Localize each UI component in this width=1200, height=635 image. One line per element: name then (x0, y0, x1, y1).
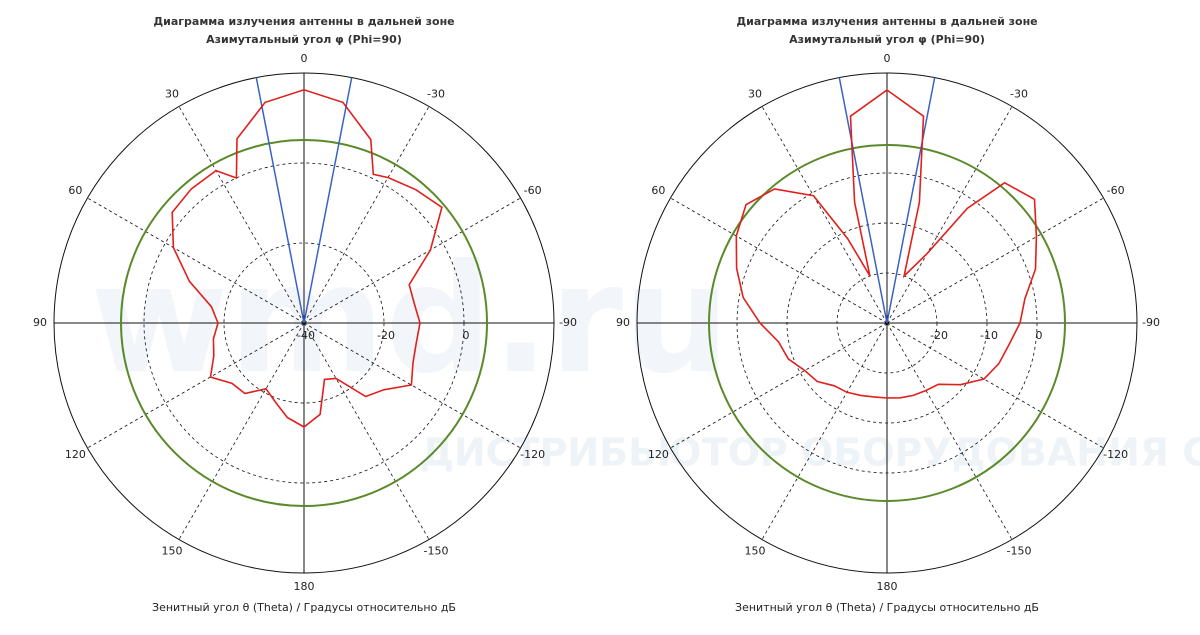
reference-circle (708, 144, 1066, 502)
beam-line (886, 77, 936, 324)
reference-circle (120, 139, 488, 507)
angle-tick-label: -90 (559, 316, 577, 329)
pattern-line (735, 89, 1038, 399)
angle-tick-label: -60 (524, 184, 542, 197)
angle-tick-label: 150 (745, 545, 766, 558)
angle-tick-label: 120 (648, 448, 669, 461)
angle-tick-label: -120 (1103, 448, 1128, 461)
watermark-logo: wmd.ru (90, 233, 730, 407)
radial-grid-circle (836, 272, 938, 374)
angle-tick-label: 90 (33, 316, 47, 329)
angle-tick-label: 120 (65, 448, 86, 461)
angle-tick-label: 60 (651, 184, 665, 197)
angle-grid-line (761, 106, 888, 324)
x-axis-label: Зенитный угол θ (Theta) / Градусы относи… (735, 601, 1039, 614)
radial-tick-label: 0 (1036, 329, 1043, 342)
angle-tick-label: -150 (1007, 545, 1032, 558)
angle-tick-label: -120 (520, 448, 545, 461)
angle-tick-label: 180 (877, 580, 898, 593)
angle-tick-label: -60 (1107, 184, 1125, 197)
chart-subtitle: Азимутальный угол φ (Phi=90) (789, 33, 985, 46)
radial-tick-label: -40 (297, 329, 315, 342)
beam-line (255, 77, 305, 324)
radial-tick-label: -10 (980, 329, 998, 342)
radial-grid-circle (736, 172, 1038, 474)
watermark-tagline: ДИСТРИБЬЮТОР ОБОРУДОВАНИЯ СВЯЗИ (420, 431, 1200, 475)
chart-subtitle: Азимутальный угол φ (Phi=90) (206, 33, 402, 46)
angle-tick-label: 150 (162, 545, 183, 558)
angle-grid-line (886, 106, 1013, 324)
radial-tick-label: 0 (463, 329, 470, 342)
angle-tick-label: 180 (294, 580, 315, 593)
x-axis-label: Зенитный угол θ (Theta) / Градусы относи… (152, 601, 456, 614)
angle-tick-label: 60 (68, 184, 82, 197)
beam-line (838, 77, 888, 324)
angle-tick-label: -150 (424, 545, 449, 558)
radial-tick-label: -20 (930, 329, 948, 342)
angle-tick-label: 90 (616, 316, 630, 329)
radial-grid-circle (143, 162, 465, 484)
radial-grid-circle (223, 242, 385, 404)
angle-tick-label: 0 (884, 52, 891, 65)
angle-tick-label: -90 (1142, 316, 1160, 329)
angle-tick-label: 30 (165, 87, 179, 100)
radial-grid-circle (786, 222, 988, 424)
radial-tick-label: -20 (377, 329, 395, 342)
angle-tick-label: 0 (301, 52, 308, 65)
beam-line (303, 77, 353, 324)
chart-title: Диаграмма излучения антенны в дальней зо… (153, 15, 454, 28)
angle-tick-label: -30 (427, 87, 445, 100)
angle-tick-label: 30 (748, 87, 762, 100)
angle-tick-label: -30 (1010, 87, 1028, 100)
chart-title: Диаграмма излучения антенны в дальней зо… (736, 15, 1037, 28)
pattern-line (171, 88, 443, 428)
